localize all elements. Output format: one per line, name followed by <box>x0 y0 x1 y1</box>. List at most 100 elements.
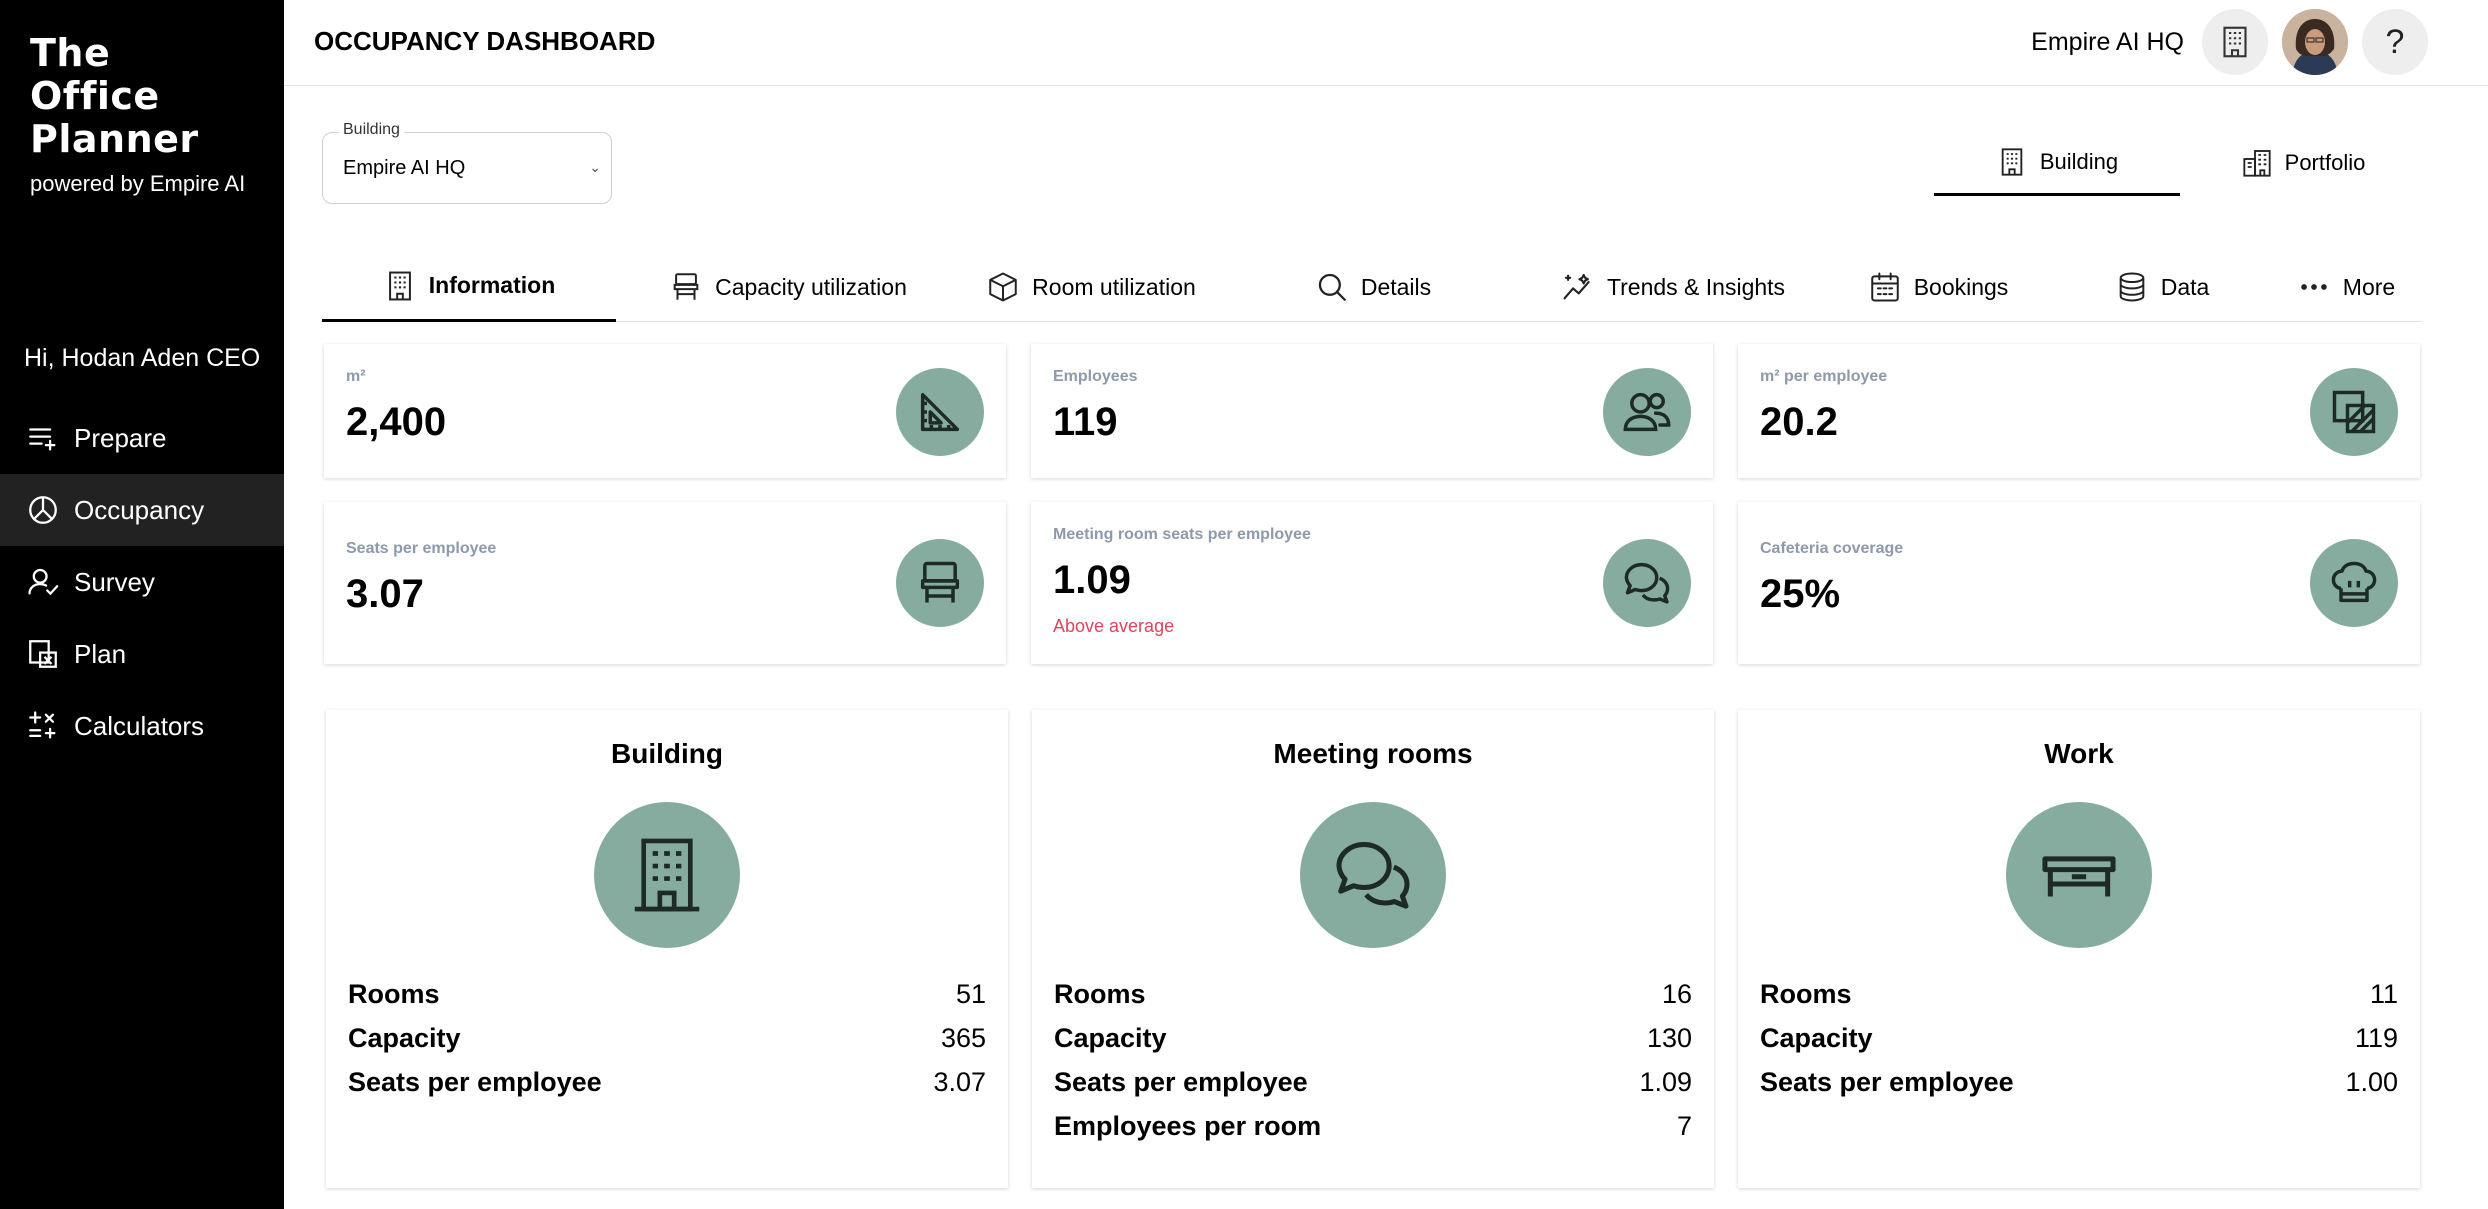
stat-label: Seats per employee <box>1054 1066 1308 1097</box>
summary-card-meeting-rooms: Meeting rooms Rooms 16 Capacity 130 Seats … <box>1032 710 1714 1188</box>
stat-label: Employees per room <box>1054 1110 1322 1141</box>
card-title: Building <box>611 738 723 769</box>
kpi-value: 20.2 <box>1760 400 1838 444</box>
sparkle-trend-icon <box>1563 273 1590 300</box>
sidebar-item-label: Calculators <box>74 710 205 741</box>
stat-value: 1.00 <box>2345 1066 2398 1097</box>
capacity-icon <box>673 273 699 300</box>
current-building-label: Empire AI HQ <box>2031 27 2184 56</box>
kpi-value: 2,400 <box>346 400 447 444</box>
user-greeting: Hi, Hodan Aden CEO <box>24 344 261 372</box>
sidebar-item-prepare[interactable]: Prepare <box>0 402 284 474</box>
tab-label: Information <box>428 272 556 298</box>
sidebar-item-survey[interactable]: Survey <box>0 546 284 618</box>
sidebar-item-label: Survey <box>74 566 155 597</box>
sidebar-item-label: Occupancy <box>74 494 205 525</box>
stat-label: Rooms <box>1054 978 1146 1009</box>
card-title: Meeting rooms <box>1273 738 1473 769</box>
tab-label: Capacity utilization <box>715 273 907 300</box>
pie-chart-icon <box>29 496 57 524</box>
brand-title-line2: Office <box>30 74 160 118</box>
tab-details[interactable]: Details <box>1222 252 1524 322</box>
brand-title-line3: Planner <box>30 117 199 161</box>
summary-card-building: Building Rooms 51 Capacity 365 Seats per e… <box>326 710 1008 1188</box>
chat-bubbles-icon <box>1624 562 1670 604</box>
kpi-icon-badge <box>2310 368 2398 456</box>
scope-tab-building[interactable]: Building <box>1934 130 2180 196</box>
kpi-icon-badge <box>2310 539 2398 627</box>
tab-bookings[interactable]: Bookings <box>1822 252 2054 322</box>
sidebar-item-label: Prepare <box>74 422 167 453</box>
stat-row: Seats per employee 3.07 <box>348 1060 986 1104</box>
building-icon <box>634 838 700 912</box>
kpi-value: 25% <box>1760 572 1841 616</box>
kpi-card-area: m² 2,400 <box>324 344 1006 478</box>
main-content: OCCUPANCY DASHBOARD Empire AI HQ ? <box>284 0 2488 1209</box>
stat-label: Capacity <box>1760 1022 1873 1053</box>
kpi-label: Employees <box>1053 368 1138 385</box>
kpi-label: Seats per employee <box>346 540 497 557</box>
chat-bubbles-icon <box>1336 842 1410 909</box>
tab-information[interactable]: Information <box>322 252 616 322</box>
avatar-image <box>2282 9 2348 75</box>
calculator-icon <box>29 711 56 739</box>
building-switch-button[interactable] <box>2202 9 2268 75</box>
top-right-controls: Empire AI HQ ? <box>2031 9 2428 75</box>
kpi-label: m² <box>346 368 366 385</box>
database-icon <box>2119 272 2145 302</box>
sidebar: The Office Planner powered by Empire AI … <box>0 0 284 1209</box>
tab-trends-insights[interactable]: Trends & Insights <box>1524 252 1822 322</box>
user-avatar[interactable] <box>2282 9 2348 75</box>
kpi-card-employees: Employees 119 <box>1031 344 1713 478</box>
card-stats: Rooms 11 Capacity 119 Seats per employee 1.… <box>1760 972 2398 1104</box>
help-question-icon: ? <box>2385 22 2405 61</box>
stat-label: Seats per employee <box>348 1066 602 1097</box>
tab-more[interactable]: More <box>2270 252 2422 322</box>
building-icon <box>2001 147 2023 176</box>
card-stats: Rooms 51 Capacity 365 Seats per employee 3.… <box>348 972 986 1104</box>
chair-icon <box>920 561 960 603</box>
scope-tab-label: Building <box>2039 148 2119 174</box>
building-select[interactable]: Building Empire AI HQ ⌄ <box>322 121 612 204</box>
stat-value: 3.07 <box>933 1066 986 1097</box>
page-title: OCCUPANCY DASHBOARD <box>314 26 656 56</box>
area-icon <box>2332 390 2376 434</box>
sidebar-nav: Prepare Occupancy Survey Plan Calculator… <box>0 402 284 762</box>
sidebar-item-occupancy[interactable]: Occupancy <box>0 474 284 546</box>
kpi-icon-badge <box>1603 368 1691 456</box>
brand-logo[interactable]: The Office Planner powered by Empire AI <box>30 32 245 197</box>
card-title: Work <box>2044 738 2114 769</box>
stat-label: Capacity <box>1054 1022 1167 1053</box>
buildings-icon <box>2243 150 2271 177</box>
kpi-card-area-per-employee: m² per employee 20.2 <box>1738 344 2420 478</box>
sidebar-item-calculators[interactable]: Calculators <box>0 690 284 762</box>
tab-data[interactable]: Data <box>2054 252 2270 322</box>
scope-tab-portfolio[interactable]: Portfolio <box>2180 130 2426 196</box>
dashboard-tabs: Information Capacity utilization Room ut… <box>322 252 2422 322</box>
kpi-value: 3.07 <box>346 572 424 616</box>
more-dots-icon <box>2301 284 2327 290</box>
card-icon-badge <box>1300 802 1446 948</box>
tab-label: Room utilization <box>1032 273 1196 300</box>
help-button[interactable]: ? <box>2362 9 2428 75</box>
stat-row: Capacity 365 <box>348 1016 986 1060</box>
tab-room-utilization[interactable]: Room utilization <box>960 252 1222 322</box>
cube-icon <box>989 272 1017 302</box>
desk-icon <box>2042 856 2116 897</box>
tab-capacity-utilization[interactable]: Capacity utilization <box>616 252 960 322</box>
list-add-icon <box>29 428 56 451</box>
kpi-card-seats-per-employee: Seats per employee 3.07 <box>324 502 1006 664</box>
card-icon-badge <box>594 802 740 948</box>
stat-value: 130 <box>1646 1022 1692 1053</box>
stat-value: 11 <box>2369 978 2398 1009</box>
top-bar: OCCUPANCY DASHBOARD Empire AI HQ ? <box>284 0 2488 86</box>
kpi-card-meeting-seats: Meeting room seats per employee 1.09 Abo… <box>1031 502 1713 664</box>
sidebar-item-plan[interactable]: Plan <box>0 618 284 690</box>
kpi-label: m² per employee <box>1760 368 1888 385</box>
sidebar-item-label: Plan <box>74 638 127 669</box>
stat-row: Capacity 130 <box>1054 1016 1692 1060</box>
stat-label: Rooms <box>1760 978 1852 1009</box>
kpi-icon-badge <box>1603 539 1691 627</box>
brand-subtitle: powered by Empire AI <box>30 171 246 196</box>
tab-label: Details <box>1360 273 1432 300</box>
